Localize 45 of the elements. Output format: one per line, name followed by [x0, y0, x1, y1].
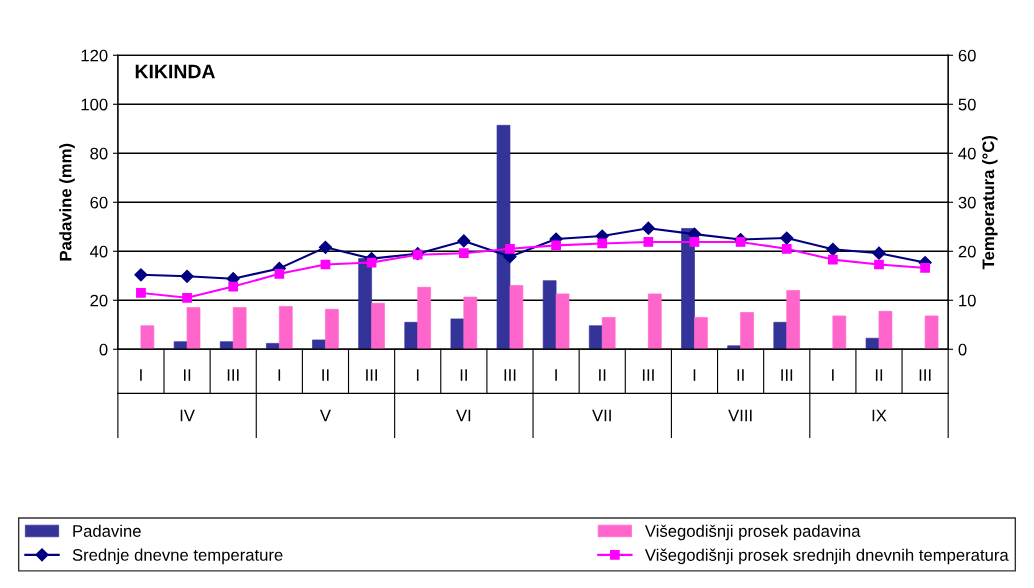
- y-axis-title: Padavine (mm): [59, 143, 75, 261]
- x-tick-label: III: [366, 369, 377, 381]
- legend-label: Padavine: [73, 524, 141, 537]
- y2-tick-label: 20: [958, 245, 976, 258]
- x-tick-label: I: [555, 369, 557, 381]
- x-tick-label: III: [781, 369, 793, 381]
- x-tick-label: I: [140, 369, 142, 381]
- y-tick-label: 40: [90, 245, 108, 258]
- y-tick-label: 20: [90, 294, 108, 307]
- x-tick-label: III: [919, 369, 931, 381]
- x-tick-label: II: [183, 369, 191, 381]
- x-tick-label: I: [416, 369, 419, 381]
- x-tick-label: II: [599, 369, 606, 381]
- x-tick-label: II: [737, 369, 744, 381]
- legend-label: Višegodišnji prosek srednjih dnevnih temperatura: [644, 548, 1009, 565]
- y-tick-label: 120: [81, 49, 108, 62]
- x-tick-label: II: [460, 369, 467, 381]
- text: V: [319, 409, 331, 422]
- y2-tick-label: 30: [958, 196, 976, 209]
- y-tick-label: 0: [99, 343, 108, 356]
- x-tick-label: III: [227, 369, 239, 381]
- y2-tick-label: 10: [959, 294, 976, 307]
- y2-tick-label: 40: [958, 147, 976, 160]
- text: VI: [456, 409, 471, 422]
- text: IX: [872, 409, 887, 422]
- legend-label: Srednje dnevne temperature: [72, 548, 283, 565]
- x-tick-label: III: [642, 369, 654, 381]
- text: VII: [592, 409, 611, 422]
- legend-label: Višegodišnji prosek padavina: [644, 524, 861, 541]
- text: IV: [180, 409, 195, 422]
- y-tick-label: 60: [90, 196, 108, 209]
- x-tick-label: I: [278, 369, 281, 381]
- x-tick-label: I: [832, 369, 834, 381]
- y2-tick-label: 60: [958, 49, 976, 62]
- y-tick-label: 100: [81, 98, 108, 111]
- x-tick-label: III: [504, 369, 516, 381]
- chart-title: KIKINDA: [135, 64, 215, 79]
- y-tick-label: 80: [90, 147, 108, 160]
- y2-tick-label: 0: [958, 343, 967, 356]
- x-tick-label: I: [693, 369, 696, 381]
- x-tick-label: II: [322, 369, 329, 381]
- y2-axis-title: Temperatura (°C): [981, 136, 998, 270]
- x-tick-label: II: [875, 369, 883, 381]
- y2-tick-label: 50: [958, 98, 976, 111]
- text: VIII: [728, 409, 752, 422]
